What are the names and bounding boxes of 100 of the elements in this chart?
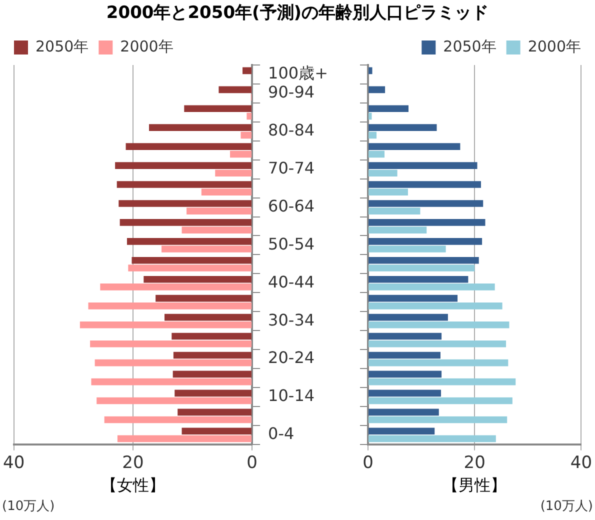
bar [173,352,252,359]
bar [182,428,252,435]
text: (10万人) [540,498,593,514]
bar [90,340,252,348]
bar [120,219,252,226]
y-tick-label: 50-54 [268,234,315,254]
y-tick-label: 60-64 [268,196,315,216]
bar [149,124,252,132]
bar [100,284,252,290]
bar [96,397,252,404]
bar [368,219,486,226]
y-tick-label: 10-14 [268,386,315,406]
bar [368,397,512,404]
bar [118,200,252,207]
bar [368,359,508,366]
bar [132,256,252,264]
bar [368,246,446,252]
x-tick-label: 40 [570,453,592,474]
x-axis-title: 【女性】 [100,476,165,495]
bar [368,181,481,188]
bar [128,264,252,272]
bar [368,435,496,442]
bar [368,428,435,435]
bar [368,200,484,207]
bar [368,408,439,416]
text: (10万人) [2,498,55,514]
bar [368,416,508,424]
bar [178,408,252,416]
y-tick-label: 90-94 [268,82,315,102]
bar [368,86,386,94]
legend-label: 2050年 [443,37,496,56]
bar [162,246,252,252]
bar [368,162,478,169]
bar [172,332,252,340]
x-tick-label: 0 [362,453,374,474]
bar [368,150,385,158]
x-tick-label: 20 [464,453,486,474]
bar [186,208,252,214]
y-tick-label: 20-24 [268,348,315,368]
bar [218,86,252,94]
bar [368,188,408,196]
bar [88,302,252,310]
legend-label: 2000年 [120,37,174,56]
bar [116,181,252,188]
bar [91,378,252,386]
bar [115,162,252,169]
x-tick-label: 0 [246,453,258,474]
bar [184,105,252,112]
bar [80,321,252,328]
bar [368,294,458,302]
x-tick-label: 20 [122,453,144,474]
bar [368,238,482,245]
y-tick-label: 0-4 [268,424,294,444]
bar [156,294,252,302]
text: 2000年と2050年(予測)の年齢別人口ピラミッド [105,2,490,25]
bar [94,359,252,366]
bar [368,352,440,359]
bar [164,314,252,321]
bar [368,284,495,290]
bar [368,264,475,272]
bar [368,208,420,214]
x-axis-title: 【男性】 [442,476,507,495]
bar [368,132,377,139]
bar [174,390,252,397]
x-tick-label: 40 [2,453,25,474]
bar [246,112,252,120]
bar [240,132,252,139]
bar [126,238,252,245]
bar [368,302,502,310]
bar [368,67,372,74]
bar [368,390,442,397]
bar [172,370,252,378]
bar [230,150,252,158]
bar [368,143,460,150]
y-tick-label: 40-44 [268,272,315,292]
y-tick-label: 30-34 [268,310,315,330]
bar [368,170,398,177]
bar [368,378,516,386]
y-tick-label: 100歳+ [268,64,328,83]
bar [368,226,427,234]
bar [215,170,252,177]
bar [368,332,442,340]
legend-label: 2050年 [36,37,89,56]
bar [368,321,510,328]
bar [144,276,252,283]
bar [201,188,252,196]
y-tick-label: 80-84 [268,120,315,140]
bar [368,370,442,378]
bar [368,314,448,321]
bar [104,416,252,424]
y-tick-label: 70-74 [268,158,315,178]
legend-label: 2000年 [528,37,582,56]
bar [368,124,437,132]
bar [368,340,506,348]
bar [117,435,252,442]
bar [242,67,252,74]
bar [126,143,252,150]
bar [368,105,409,112]
bar [182,226,252,234]
bar [368,276,468,283]
